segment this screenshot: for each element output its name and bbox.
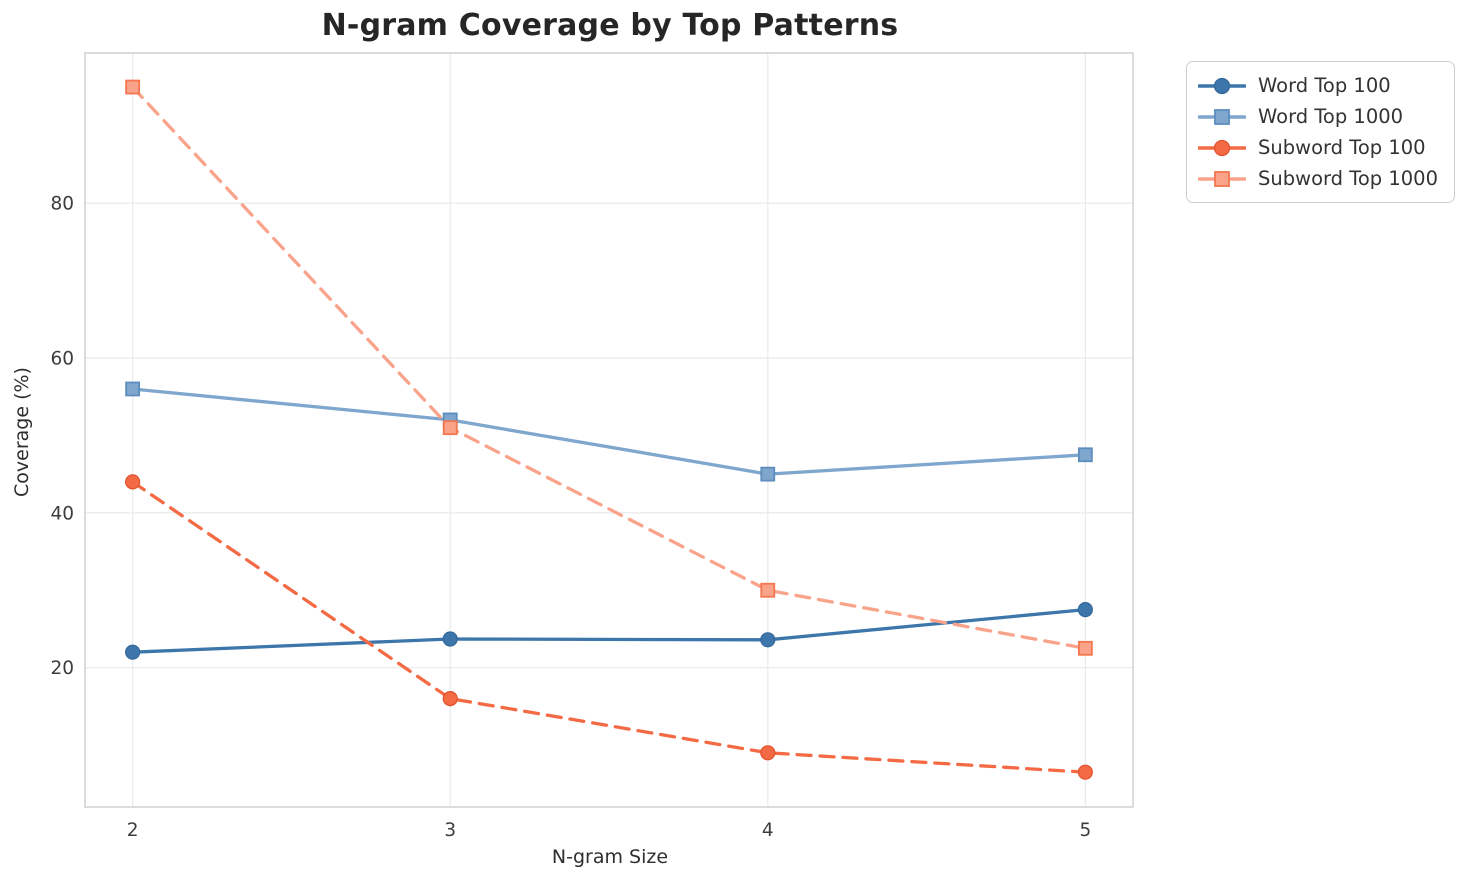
y-tick-label: 60	[50, 349, 74, 370]
x-tick-label: 4	[762, 820, 774, 841]
marker-square	[1077, 640, 1093, 656]
marker-square	[125, 79, 141, 95]
legend-solid-line-icon	[1198, 108, 1246, 125]
legend-solid-line-icon	[1198, 77, 1246, 94]
series-line-subword-top-1000	[130, 85, 1088, 650]
chart-title: N-gram Coverage by Top Patterns	[321, 8, 899, 43]
legend: Word Top 100 Word Top 1000 Subword Top 100…	[1186, 61, 1455, 203]
legend-label: Subword Top 100	[1258, 136, 1426, 159]
legend-dashed-line-icon	[1198, 170, 1246, 187]
legend-circle-marker-icon	[1213, 77, 1231, 94]
marker-square	[1077, 447, 1093, 463]
legend-label: Word Top 100	[1258, 74, 1391, 97]
legend-square-marker-icon	[1214, 108, 1230, 125]
legend-item: Word Top 100	[1198, 70, 1438, 101]
marker-circle	[760, 745, 776, 761]
marker-circle	[125, 644, 141, 660]
x-axis-label: N-gram Size	[551, 846, 669, 868]
marker-square	[760, 466, 776, 482]
y-tick-label: 20	[50, 658, 74, 679]
x-tick-label: 2	[127, 820, 139, 841]
axes-border	[84, 52, 1134, 808]
y-tick-label: 40	[50, 503, 74, 524]
legend-label: Subword Top 1000	[1258, 167, 1438, 190]
marker-square	[125, 381, 141, 397]
series-line-word-top-1000	[130, 387, 1088, 476]
series-line-word-top-100	[130, 607, 1088, 654]
marker-circle	[1077, 764, 1093, 780]
marker-circle	[1077, 601, 1093, 618]
legend-item: Subword Top 100	[1198, 132, 1438, 163]
marker-square	[442, 420, 458, 436]
legend-square-marker-icon	[1214, 170, 1230, 187]
legend-circle-marker-icon	[1213, 139, 1231, 156]
marker-circle	[760, 632, 776, 648]
marker-circle	[442, 691, 458, 707]
x-tick-label: 5	[1079, 820, 1091, 841]
y-tick-label: 80	[50, 194, 74, 215]
legend-dashed-line-icon	[1198, 139, 1246, 156]
x-tick-label: 3	[444, 820, 456, 841]
legend-label: Word Top 1000	[1258, 105, 1404, 128]
marker-circle	[125, 474, 141, 490]
series-line-subword-top-100	[130, 480, 1088, 774]
legend-item: Subword Top 1000	[1198, 163, 1438, 194]
legend-item: Word Top 1000	[1198, 101, 1438, 132]
marker-circle	[442, 631, 458, 647]
marker-square	[760, 582, 776, 598]
